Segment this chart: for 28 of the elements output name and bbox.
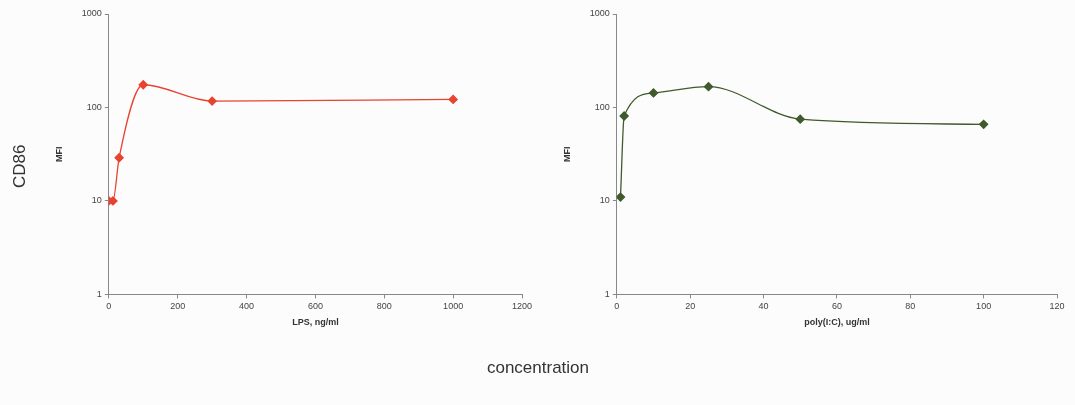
y-tick-label: 1000 xyxy=(589,8,610,19)
x-tick-label: 800 xyxy=(376,301,392,312)
text: concentration xyxy=(486,358,590,378)
x-tick-label: 40 xyxy=(758,301,769,312)
x-tick-label: 0 xyxy=(614,301,620,312)
x-tick-label: 400 xyxy=(239,301,255,312)
y-axis-title: MFI xyxy=(53,146,64,162)
y-tick-label: 10 xyxy=(599,195,610,206)
y-tick-label: 1 xyxy=(604,288,610,299)
y-tick-label: 100 xyxy=(594,101,610,112)
x-tick-label: 600 xyxy=(307,301,323,312)
x-tick-label: 20 xyxy=(685,301,696,312)
x-axis-title: poly(I:C), ug/ml xyxy=(804,317,870,328)
text: CD86 xyxy=(10,144,30,188)
x-tick-label: 100 xyxy=(976,301,992,312)
y-axis-title: MFI xyxy=(561,146,572,162)
x-axis-title: LPS, ng/ml xyxy=(292,317,339,328)
x-tick-label: 200 xyxy=(170,301,186,312)
x-tick-label: 0 xyxy=(106,301,112,312)
x-tick-label: 120 xyxy=(1049,301,1065,312)
x-tick-label: 60 xyxy=(831,301,842,312)
x-tick-label: 1200 xyxy=(511,301,533,312)
y-tick-label: 100 xyxy=(86,101,102,112)
x-tick-label: 1000 xyxy=(443,301,464,312)
y-tick-label: 1 xyxy=(96,288,102,299)
x-tick-label: 80 xyxy=(905,301,916,312)
y-tick-label: 1000 xyxy=(81,8,102,19)
y-tick-label: 10 xyxy=(91,195,102,206)
